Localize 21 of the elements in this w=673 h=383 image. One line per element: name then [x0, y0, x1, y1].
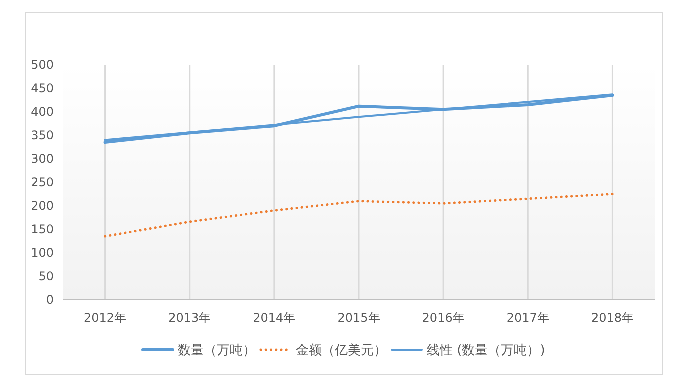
y-tick-label: 400	[31, 105, 54, 120]
y-tick-label: 450	[31, 82, 54, 96]
x-tick-label: 2018年	[591, 311, 634, 325]
x-tick-label: 2015年	[338, 311, 380, 325]
y-tick-label: 200	[31, 199, 54, 214]
y-tick-label: 0	[46, 293, 54, 308]
legend-label: 线性 (数量（万吨）)	[427, 344, 546, 359]
legend-label: 数量（万吨）	[178, 344, 256, 359]
x-tick-label: 2013年	[168, 311, 212, 325]
x-tick-label: 2014年	[253, 311, 296, 325]
y-tick-label: 500	[31, 58, 54, 72]
y-tick-label: 150	[31, 222, 54, 237]
y-tick-label: 50	[38, 270, 54, 284]
x-tick-label: 2012年	[84, 311, 127, 325]
y-tick-label: 300	[31, 152, 54, 166]
x-tick-label: 2016年	[422, 311, 465, 325]
y-tick-label: 100	[31, 246, 54, 260]
y-tick-label: 350	[31, 128, 54, 143]
x-tick-label: 2017年	[506, 311, 550, 325]
y-tick-label: 250	[31, 176, 54, 190]
legend-label: 金额（亿美元）	[296, 342, 387, 359]
